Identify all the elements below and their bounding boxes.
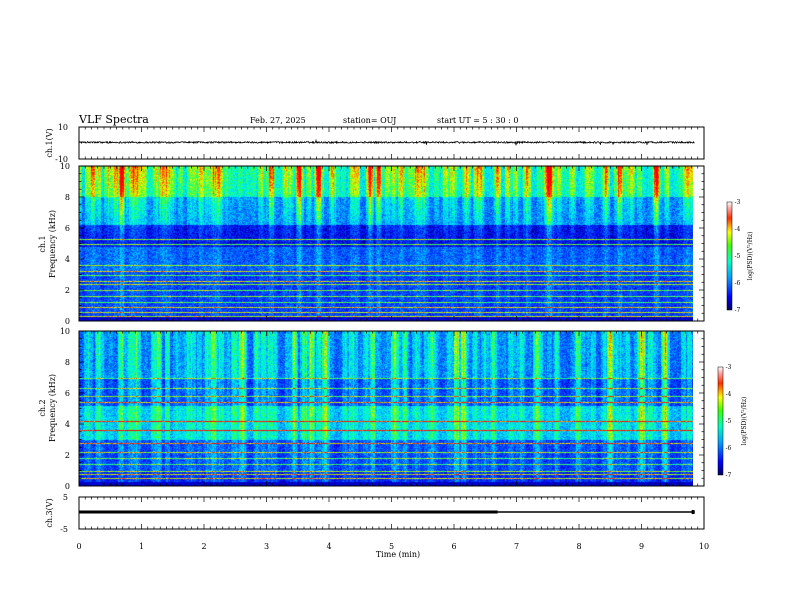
- ch2-spectrogram-image: [79, 331, 693, 486]
- y-tick-label: 8: [65, 358, 70, 367]
- ch1-colorbar: log(PSD)(V²/Hz): [726, 201, 754, 311]
- x-tick-label: 7: [514, 542, 519, 551]
- colorbar-tick-label: -4: [735, 226, 741, 233]
- y-tick-label: 4: [65, 420, 70, 429]
- y-tick-label: 8: [65, 193, 70, 202]
- x-tick-label: 8: [576, 542, 581, 551]
- y-tick-label: 2: [65, 451, 70, 460]
- ch3-waveform-end-mark: [691, 510, 695, 515]
- ch1-spectrogram-image: [79, 166, 693, 321]
- ch1-colorbar-label: log(PSD)(V²/Hz): [747, 232, 754, 281]
- ch3-ytick-bottom: -5: [60, 525, 68, 534]
- ch2-colorbar-label: log(PSD)(V²/Hz): [741, 397, 748, 446]
- x-tick-label: 3: [264, 542, 269, 551]
- x-tick-label: 10: [699, 542, 709, 551]
- colorbar-tick-label: -6: [735, 280, 741, 287]
- colorbar-tick-label: -7: [735, 307, 741, 314]
- ch3-ytick-top: 5: [63, 493, 68, 502]
- y-tick-label: 0: [65, 482, 70, 491]
- x-tick-label: 9: [639, 542, 644, 551]
- header-date: Feb. 27, 2025: [250, 116, 306, 125]
- y-tick-label: 10: [60, 162, 70, 171]
- x-tick-label: 0: [76, 542, 81, 551]
- y-tick-label: 0: [65, 317, 70, 326]
- ch1-ylabel-channel: ch.1: [38, 235, 47, 252]
- ch1-ytick-bottom: -10: [55, 155, 68, 164]
- generated-marks: 0 1 2 3 4 5 6 7 8 9 1002468100246810-3-4-5-6-7-3-4…: [60, 127, 741, 551]
- ch2-colorbar: log(PSD)(V²/Hz): [717, 366, 748, 476]
- y-tick-label: 10: [60, 327, 70, 336]
- x-tick-label: 1: [139, 542, 144, 551]
- ch1-spectrogram-panel: ch.1 Frequency (kHz): [38, 165, 705, 322]
- y-tick-label: 6: [65, 224, 70, 233]
- ch1-ylabel-frequency: Frequency (kHz): [48, 210, 57, 278]
- y-tick-label: 6: [65, 389, 70, 398]
- colorbar-tick-label: -6: [726, 445, 732, 452]
- ch2-colorbar-gradient: [717, 366, 724, 476]
- ch3-ylabel: ch.3(V): [45, 498, 54, 527]
- x-axis-label: Time (min): [376, 550, 420, 559]
- ch1-waveform-line: [78, 138, 695, 146]
- x-tick-label: 2: [201, 542, 206, 551]
- y-tick-label: 4: [65, 255, 70, 264]
- colorbar-tick-label: -4: [726, 391, 732, 398]
- colorbar-tick-label: -5: [726, 418, 732, 425]
- ch1-ylabel: ch.1(V): [45, 128, 54, 157]
- x-tick-label: 4: [326, 542, 331, 551]
- colorbar-tick-label: -7: [726, 472, 732, 479]
- figure-title: VLF Spectra: [78, 113, 149, 126]
- colorbar-tick-label: -5: [735, 253, 741, 260]
- colorbar-tick-label: -3: [726, 364, 732, 371]
- header-start-ut: start UT = 5 : 30 : 0: [437, 116, 518, 125]
- x-tick-label: 5: [389, 542, 394, 551]
- x-tick-label: 6: [451, 542, 456, 551]
- ch1-colorbar-gradient: [726, 201, 733, 311]
- ch1-waveform-panel: 10 -10 ch.1(V): [45, 123, 705, 164]
- header-station: station= OUJ: [343, 116, 396, 125]
- y-tick-label: 2: [65, 286, 70, 295]
- ch2-ylabel-channel: ch.2: [38, 399, 47, 416]
- ch2-spectrogram-panel: ch.2 Frequency (kHz): [38, 330, 705, 487]
- ch2-ylabel-frequency: Frequency (kHz): [48, 374, 57, 442]
- ch1-ytick-top: 10: [58, 123, 68, 132]
- colorbar-tick-label: -3: [735, 199, 741, 206]
